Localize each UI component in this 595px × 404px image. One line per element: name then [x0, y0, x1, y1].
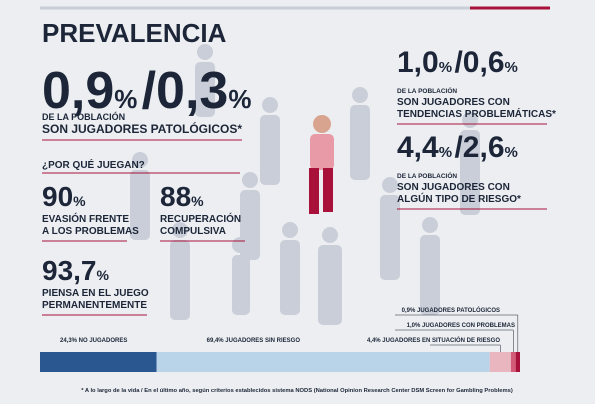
figure-part: 93,7	[42, 255, 97, 286]
figure-part: /	[142, 62, 156, 120]
caption-line: SON JUGADORES CON	[397, 182, 510, 193]
caption-line: PERMANENTEMENTE	[42, 300, 147, 311]
caption-line: RECUPERACIÓN	[160, 212, 241, 225]
caption-line: SON JUGADORES PATOLÓGICOS*	[42, 121, 242, 136]
bar-segment	[510, 352, 516, 372]
bar-segment	[40, 352, 157, 372]
figure-unit: %	[505, 144, 518, 161]
figure-part: 0,3	[156, 62, 228, 120]
caption-line: SON JUGADORES CON	[397, 97, 510, 108]
figure-part: 88	[160, 181, 191, 212]
figure-part: 4,4	[397, 131, 439, 164]
figure-unit: %	[114, 84, 137, 114]
figure-unit: %	[191, 193, 204, 209]
segment-label: 0,9% JUGADORES PATOLÓGICOS	[402, 306, 500, 314]
caption-line: EVASIÓN FRENTE	[42, 212, 129, 225]
figure-unit: %	[97, 267, 110, 283]
bar-segment	[515, 352, 520, 372]
section-question: ¿POR QUÉ JUEGAN?	[42, 158, 145, 171]
caption-line: ALGÚN TIPO DE RIESGO*	[397, 192, 521, 205]
figure-part: /	[454, 131, 463, 164]
figure-part: 2,6	[463, 131, 505, 164]
figure-unit: %	[439, 144, 452, 161]
figure-part: 1,0	[397, 46, 439, 79]
big-figure: 0,9%/0,3%	[42, 62, 251, 120]
segment-label: 69,4% JUGADORES SIN RIESGO	[207, 338, 301, 344]
figure-unit: %	[73, 193, 86, 209]
caption-line: PIENSA EN EL JUEGO	[42, 288, 149, 299]
bar-segment	[489, 352, 511, 372]
big-figure: 4,4%/2,6%	[397, 131, 518, 164]
big-figure: 1,0%/0,6%	[397, 46, 518, 79]
bar-segment	[156, 352, 490, 372]
caption-line: DE LA POBLACIÓN	[42, 111, 125, 122]
segment-label: 24,3% NO JUGADORES	[60, 338, 127, 344]
big-figure: 88%	[160, 181, 204, 212]
big-figure: 93,7%	[42, 255, 110, 286]
caption-line: TENDENCIAS PROBLEMÁTICAS*	[397, 107, 556, 120]
figure-unit: %	[505, 59, 518, 76]
figure-unit: %	[228, 84, 251, 114]
footnote: * A lo largo de la vida / En el último a…	[81, 388, 513, 394]
caption-line: DE LA POBLACIÓN	[397, 171, 457, 180]
figure-part: /	[454, 46, 463, 79]
figure-unit: %	[439, 59, 452, 76]
title: PREVALENCIA	[42, 18, 227, 48]
segment-label: 1,0% JUGADORES CON PROBLEMAS	[407, 323, 515, 329]
crowd-illustration	[130, 44, 480, 325]
big-figure: 90%	[42, 181, 86, 212]
caption-line: DE LA POBLACIÓN	[397, 86, 457, 95]
caption-line: A LOS PROBLEMAS	[42, 226, 139, 237]
segment-label: 4,4% JUGADORES EN SITUACIÓN DE RIESGO	[367, 336, 500, 344]
figure-part: 0,9	[42, 62, 114, 120]
figure-part: 90	[42, 181, 73, 212]
figure-part: 0,6	[463, 46, 505, 79]
caption-line: COMPULSIVA	[160, 226, 226, 237]
